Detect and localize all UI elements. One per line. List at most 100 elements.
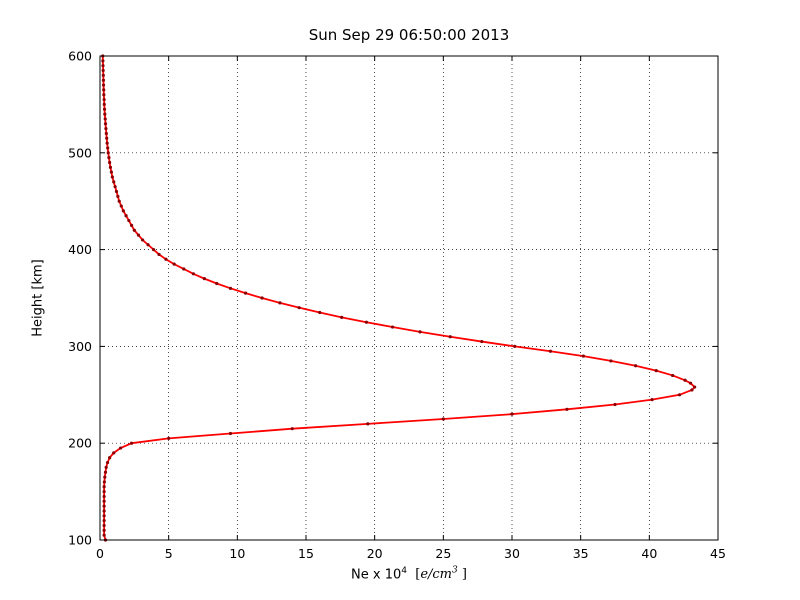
data-point (102, 88, 106, 92)
data-point (650, 398, 654, 402)
data-point (103, 475, 107, 479)
data-point (108, 160, 112, 165)
data-point (108, 165, 113, 169)
data-point (105, 460, 110, 465)
data-point (117, 199, 121, 203)
data-point (480, 339, 484, 344)
data-point (167, 436, 171, 440)
data-point (581, 354, 586, 358)
data-point (104, 131, 108, 136)
data-point (102, 533, 106, 537)
data-point (683, 378, 687, 382)
data-point (364, 320, 369, 324)
data-point (215, 281, 219, 286)
data-point (164, 257, 168, 261)
data-point (366, 422, 370, 426)
data-point (102, 494, 106, 499)
data-point (101, 83, 106, 87)
x-tick-label: 15 (298, 546, 314, 561)
data-point (102, 528, 106, 532)
x-tick-label: 30 (504, 546, 520, 561)
data-point (103, 122, 108, 126)
data-point (110, 175, 114, 179)
x-tick-label: 20 (367, 546, 383, 561)
data-point (102, 107, 107, 111)
data-point (102, 499, 106, 503)
x-axis-label-prefix: Ne x 10 (351, 567, 402, 583)
data-point (132, 228, 136, 232)
data-point (106, 146, 110, 150)
x-axis-label-separator (407, 567, 415, 582)
data-point (102, 93, 106, 97)
data-point (548, 349, 553, 353)
data-point (101, 73, 105, 77)
y-tick-label: 500 (68, 145, 92, 160)
data-point (290, 427, 294, 431)
y-tick-label: 600 (68, 49, 92, 64)
x-tick-label: 10 (229, 546, 245, 561)
data-point (340, 315, 344, 319)
data-point (690, 388, 694, 392)
data-point (318, 310, 322, 315)
data-point (102, 514, 106, 518)
data-point (102, 97, 106, 102)
data-point (114, 189, 119, 194)
plot-frame (99, 55, 719, 541)
x-tick-label: 5 (165, 546, 173, 561)
data-point (102, 102, 106, 106)
data-point (191, 272, 195, 276)
y-axis-label: Height [km] (30, 259, 46, 337)
data-point (688, 381, 693, 385)
data-point (140, 238, 145, 242)
data-point (151, 248, 156, 252)
data-point (104, 127, 108, 131)
data-point (671, 373, 675, 378)
data-point (105, 141, 109, 145)
data-point (390, 325, 395, 329)
data-point (513, 344, 517, 348)
data-point (102, 523, 106, 528)
data-point (609, 359, 613, 363)
data-point (228, 431, 233, 436)
data-point (157, 252, 161, 257)
data-point (693, 385, 697, 389)
data-point (102, 504, 106, 508)
data-point (101, 59, 105, 63)
data-point (108, 456, 112, 460)
x-tick-label: 45 (710, 546, 726, 561)
data-point (113, 185, 117, 189)
data-point (101, 78, 106, 82)
y-tick-label: 300 (68, 339, 92, 354)
chart-title: Sun Sep 29 06:50:00 2013 (308, 26, 510, 44)
data-point (228, 286, 233, 290)
x-tick-label: 25 (435, 546, 451, 561)
data-point (129, 441, 134, 445)
data-point (104, 465, 108, 469)
data-point (103, 470, 108, 474)
data-point (124, 214, 128, 218)
data-point (441, 417, 445, 421)
data-point (565, 407, 569, 411)
data-point (182, 267, 186, 271)
data-point (112, 451, 116, 455)
data-point (119, 204, 123, 208)
data-point (127, 218, 131, 223)
data-point (101, 64, 105, 68)
x-axis-label: Ne x 104 [e/cm3 ] (100, 566, 718, 582)
data-point (297, 306, 301, 310)
data-point (634, 364, 638, 368)
x-axis-label-units: [e/cm3 ] (415, 566, 467, 583)
data-point (101, 68, 105, 73)
data-point (677, 393, 682, 397)
data-point (112, 180, 116, 184)
x-axis-label-exponent: 4 (401, 566, 407, 576)
data-point (129, 223, 134, 227)
data-point (418, 330, 422, 334)
y-tick-label: 100 (68, 533, 92, 548)
data-point (172, 262, 176, 266)
data-point (654, 369, 658, 373)
data-point (102, 480, 106, 484)
data-point (146, 243, 150, 247)
